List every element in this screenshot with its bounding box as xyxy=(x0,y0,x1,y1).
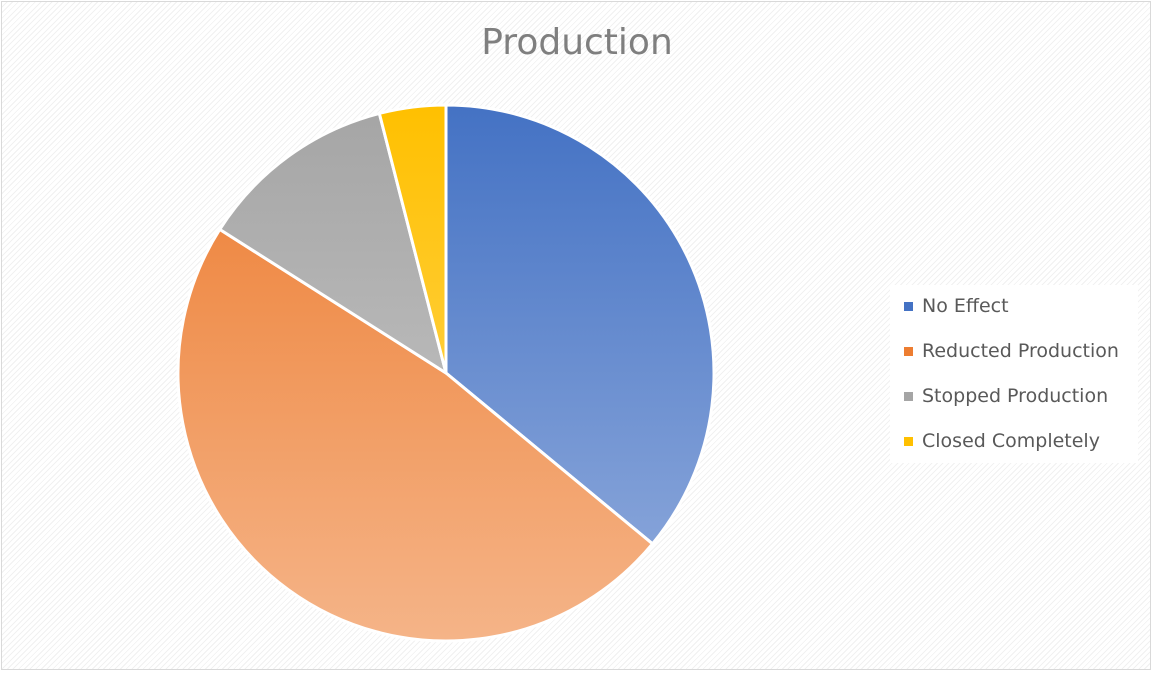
legend-label: Stopped Production xyxy=(922,385,1109,407)
legend-label: No Effect xyxy=(922,295,1009,317)
legend-label: Reducted Production xyxy=(922,340,1119,362)
pie-slice-no-effect xyxy=(444,103,716,546)
pie-slice-closed-completely xyxy=(377,103,448,375)
pie-slice-reducted-production xyxy=(176,227,654,643)
legend-item-reducted-production: Reducted Production xyxy=(904,339,1119,363)
legend-label: Closed Completely xyxy=(922,430,1100,452)
legend-swatch xyxy=(904,301,913,311)
chart-title: Production xyxy=(481,22,673,63)
legend-swatch xyxy=(904,391,913,401)
legend-swatch xyxy=(904,346,913,356)
legend-item-closed-completely: Closed Completely xyxy=(904,429,1100,453)
pie-slice-stopped-production xyxy=(218,111,448,375)
legend: No Effect Reducted Production Stopped Prod… xyxy=(890,285,1138,463)
legend-item-no-effect: No Effect xyxy=(904,294,1009,318)
legend-item-stopped-production: Stopped Production xyxy=(904,384,1108,408)
legend-swatch xyxy=(904,436,913,446)
